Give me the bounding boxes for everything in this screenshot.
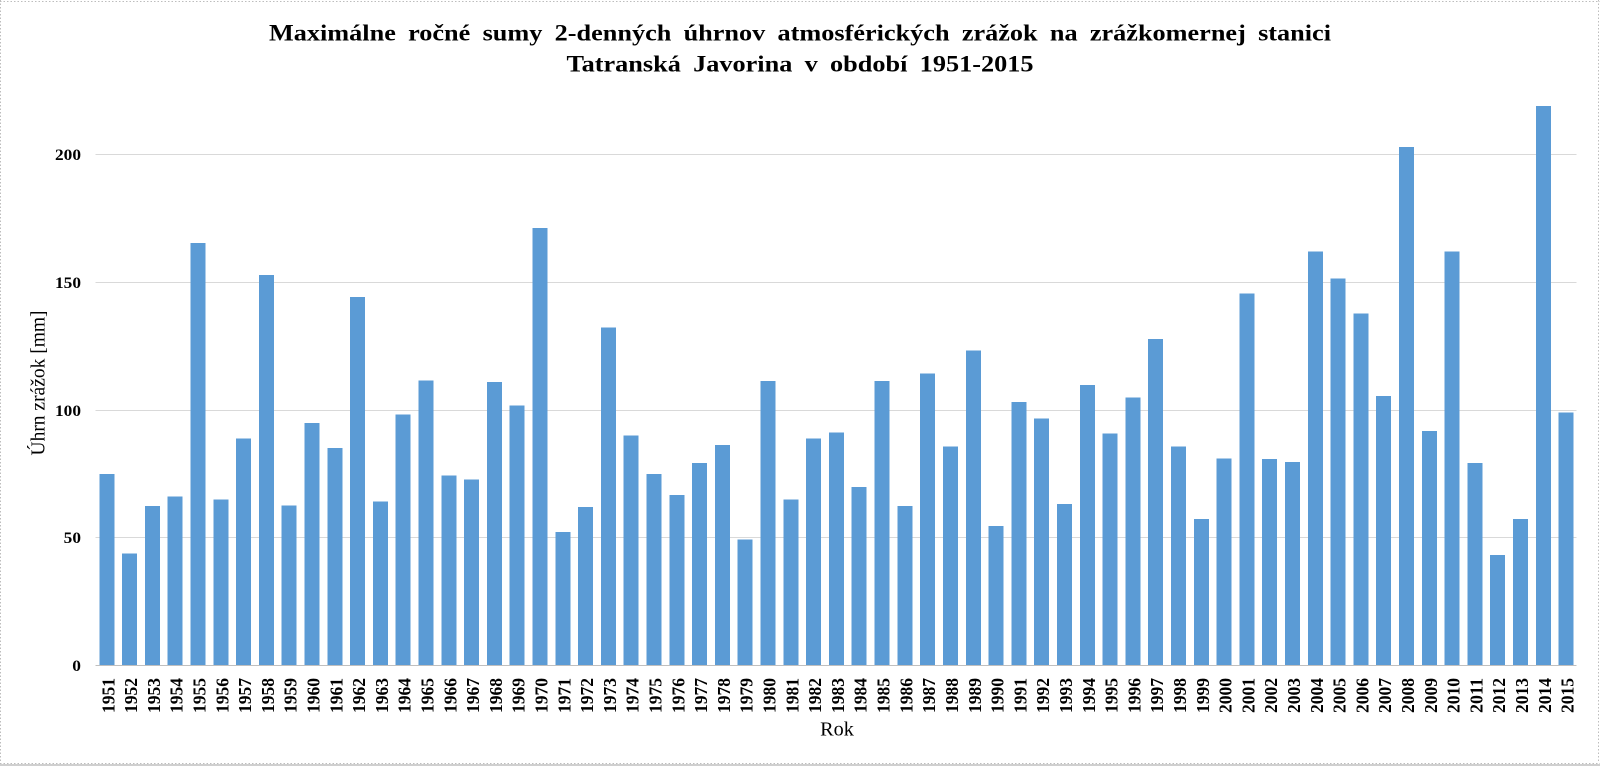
svg-text:2009: 2009 bbox=[1421, 678, 1441, 713]
svg-text:1978: 1978 bbox=[714, 678, 734, 713]
svg-text:2008: 2008 bbox=[1398, 678, 1418, 713]
svg-text:1957: 1957 bbox=[235, 678, 255, 713]
svg-text:1969: 1969 bbox=[509, 678, 529, 713]
svg-text:2004: 2004 bbox=[1307, 678, 1327, 713]
svg-text:1952: 1952 bbox=[121, 678, 141, 713]
svg-text:2006: 2006 bbox=[1352, 678, 1372, 713]
svg-text:1998: 1998 bbox=[1170, 678, 1190, 713]
svg-text:0: 0 bbox=[72, 658, 81, 675]
svg-text:1953: 1953 bbox=[144, 678, 164, 713]
svg-text:1974: 1974 bbox=[623, 678, 643, 713]
svg-text:1981: 1981 bbox=[782, 678, 802, 713]
svg-text:1982: 1982 bbox=[805, 678, 825, 713]
svg-text:1956: 1956 bbox=[212, 678, 232, 713]
svg-text:2013: 2013 bbox=[1512, 678, 1532, 713]
svg-text:1984: 1984 bbox=[851, 678, 871, 713]
svg-text:1968: 1968 bbox=[486, 678, 506, 713]
svg-text:1973: 1973 bbox=[600, 678, 620, 713]
svg-text:1988: 1988 bbox=[942, 678, 962, 713]
svg-text:2010: 2010 bbox=[1444, 678, 1464, 713]
svg-text:1958: 1958 bbox=[258, 678, 278, 713]
svg-text:1964: 1964 bbox=[395, 678, 415, 713]
svg-text:1960: 1960 bbox=[303, 678, 323, 713]
svg-text:1992: 1992 bbox=[1033, 678, 1053, 713]
svg-text:2011: 2011 bbox=[1466, 678, 1486, 713]
svg-text:100: 100 bbox=[55, 403, 81, 420]
svg-text:1971: 1971 bbox=[554, 678, 574, 713]
svg-text:2014: 2014 bbox=[1535, 678, 1555, 713]
svg-text:1983: 1983 bbox=[828, 678, 848, 713]
svg-text:1987: 1987 bbox=[919, 678, 939, 713]
svg-text:2001: 2001 bbox=[1238, 678, 1258, 713]
svg-text:150: 150 bbox=[55, 275, 81, 292]
svg-text:2007: 2007 bbox=[1375, 678, 1395, 713]
svg-text:1989: 1989 bbox=[965, 678, 985, 713]
svg-text:1997: 1997 bbox=[1147, 678, 1167, 713]
svg-text:1991: 1991 bbox=[1010, 678, 1030, 713]
svg-text:2003: 2003 bbox=[1284, 678, 1304, 713]
svg-text:1999: 1999 bbox=[1193, 678, 1213, 713]
svg-text:1955: 1955 bbox=[189, 678, 209, 713]
svg-text:1961: 1961 bbox=[326, 678, 346, 713]
svg-text:1996: 1996 bbox=[1124, 678, 1144, 713]
svg-text:1951: 1951 bbox=[98, 678, 118, 713]
svg-text:1965: 1965 bbox=[417, 678, 437, 713]
svg-text:1966: 1966 bbox=[440, 678, 460, 713]
svg-text:1980: 1980 bbox=[760, 678, 780, 713]
svg-text:Rok: Rok bbox=[820, 719, 854, 741]
svg-text:Úhrn zrážok [mm]: Úhrn zrážok [mm] bbox=[26, 311, 50, 456]
svg-text:50: 50 bbox=[64, 530, 81, 547]
svg-text:1977: 1977 bbox=[691, 678, 711, 713]
svg-text:1967: 1967 bbox=[463, 678, 483, 713]
svg-text:2005: 2005 bbox=[1330, 678, 1350, 713]
svg-text:2002: 2002 bbox=[1261, 678, 1281, 713]
svg-text:Tatranská Javorina v období 19: Tatranská Javorina v období 1951-2015 bbox=[567, 52, 1034, 77]
svg-text:1972: 1972 bbox=[577, 678, 597, 713]
svg-text:1985: 1985 bbox=[874, 678, 894, 713]
svg-text:1979: 1979 bbox=[737, 678, 757, 713]
svg-text:1962: 1962 bbox=[349, 678, 369, 713]
svg-text:1990: 1990 bbox=[988, 678, 1008, 713]
svg-text:1986: 1986 bbox=[896, 678, 916, 713]
svg-text:2012: 2012 bbox=[1489, 678, 1509, 713]
svg-text:1993: 1993 bbox=[1056, 678, 1076, 713]
svg-text:2000: 2000 bbox=[1216, 678, 1236, 713]
svg-text:1994: 1994 bbox=[1079, 678, 1099, 713]
svg-text:1963: 1963 bbox=[372, 678, 392, 713]
svg-text:1970: 1970 bbox=[532, 678, 552, 713]
svg-text:Maximálne ročné sumy 2-denných: Maximálne ročné sumy 2-denných úhrnov at… bbox=[269, 21, 1332, 46]
svg-text:2015: 2015 bbox=[1558, 678, 1578, 713]
svg-text:1959: 1959 bbox=[281, 678, 301, 713]
svg-text:1976: 1976 bbox=[668, 678, 688, 713]
svg-text:1975: 1975 bbox=[646, 678, 666, 713]
svg-text:1995: 1995 bbox=[1102, 678, 1122, 713]
svg-text:200: 200 bbox=[55, 147, 81, 164]
svg-text:1954: 1954 bbox=[167, 678, 187, 713]
